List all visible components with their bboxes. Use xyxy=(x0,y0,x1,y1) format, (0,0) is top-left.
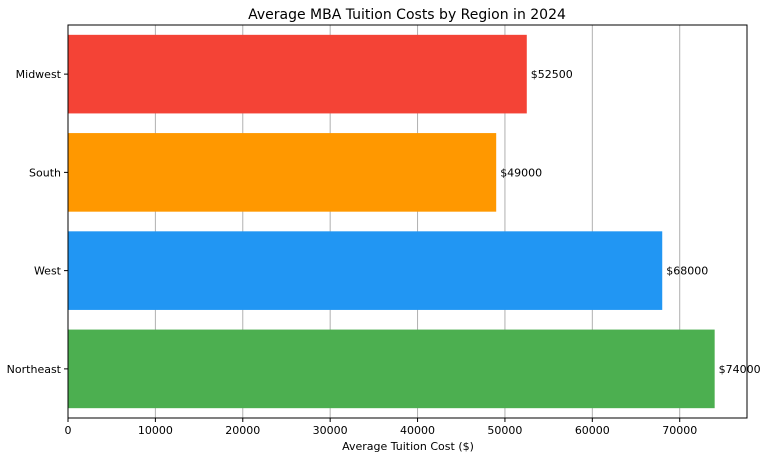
y-tick-label-northeast: Northeast xyxy=(7,363,62,376)
value-label-northeast: $74000 xyxy=(719,363,761,376)
bars-layer xyxy=(68,34,715,409)
y-tick-label-south: South xyxy=(29,166,61,179)
x-tick-label: 20000 xyxy=(225,424,260,437)
x-tick-label: 0 xyxy=(65,424,72,437)
value-label-south: $49000 xyxy=(500,166,542,179)
bar-west xyxy=(68,231,663,310)
bar-south xyxy=(68,133,497,212)
value-label-west: $68000 xyxy=(666,265,708,278)
x-tick-label: 40000 xyxy=(400,424,435,437)
y-tick-label-west: West xyxy=(34,265,62,278)
y-tick-label-midwest: Midwest xyxy=(16,68,62,81)
x-tick-label: 10000 xyxy=(138,424,173,437)
x-tick-label: 50000 xyxy=(487,424,522,437)
plot-frame xyxy=(67,24,748,419)
x-tick-label: 70000 xyxy=(662,424,697,437)
value-labels-layer: $74000 $68000 $49000 $52500 xyxy=(500,68,760,376)
axes-layer: Northeast West South Midwest 0 10000 20000 3000… xyxy=(7,24,748,437)
bar-northeast xyxy=(68,329,715,409)
chart-title: Average MBA Tuition Costs by Region in 2… xyxy=(248,7,566,23)
x-tick-label: 30000 xyxy=(313,424,348,437)
x-axis-label: Average Tuition Cost ($) xyxy=(342,440,474,453)
x-tick-label: 60000 xyxy=(575,424,610,437)
value-label-midwest: $52500 xyxy=(531,68,573,81)
bar-midwest xyxy=(68,34,527,114)
